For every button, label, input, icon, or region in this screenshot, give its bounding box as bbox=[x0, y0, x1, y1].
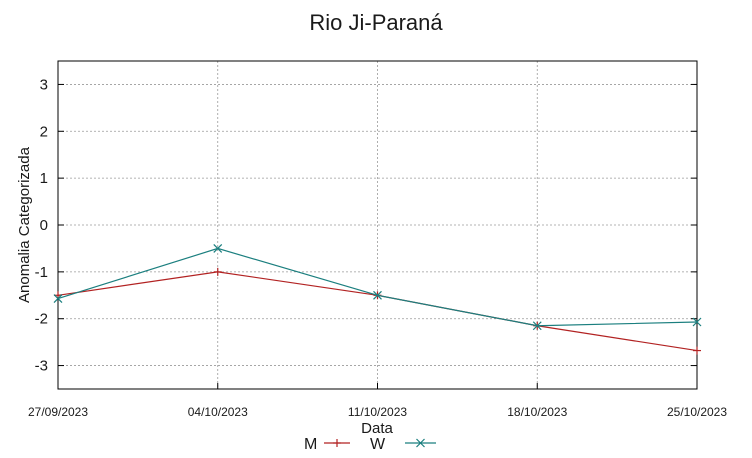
data-point-w bbox=[213, 244, 223, 253]
data-point-w bbox=[532, 321, 542, 331]
y-tick-label: -1 bbox=[35, 264, 48, 281]
x-tick-label: 27/09/2023 bbox=[28, 405, 88, 419]
chart-title: Rio Ji-Paraná bbox=[309, 10, 443, 35]
y-tick-label: -3 bbox=[35, 358, 48, 375]
y-tick-label: 1 bbox=[40, 170, 48, 187]
y-tick-label: 0 bbox=[40, 217, 48, 234]
y-tick-label: 3 bbox=[40, 76, 48, 93]
grid bbox=[58, 61, 697, 389]
legend-label-m: M bbox=[304, 436, 317, 453]
y-axis-label: Anomalia Categorizada bbox=[16, 146, 33, 303]
data-point-m bbox=[693, 346, 701, 355]
x-tick-label: 04/10/2023 bbox=[188, 405, 248, 419]
x-tick-label: 11/10/2023 bbox=[348, 405, 407, 419]
x-tick-label: 18/10/2023 bbox=[507, 405, 567, 419]
series-layer bbox=[53, 244, 702, 355]
y-tick-label: -2 bbox=[35, 311, 48, 328]
y-axis-ticks: 3 2 1 0 -1 -2 -3 bbox=[35, 76, 697, 375]
x-axis-label: Data bbox=[361, 420, 393, 437]
y-tick-label: 2 bbox=[40, 123, 48, 140]
legend-label-w: W bbox=[370, 436, 386, 453]
legend-marker-m bbox=[333, 439, 341, 447]
data-point-w bbox=[373, 290, 382, 300]
data-point-m bbox=[213, 267, 222, 276]
x-tick-label: 25/10/2023 bbox=[667, 405, 727, 419]
legend-marker-w bbox=[416, 438, 425, 448]
data-point-w bbox=[692, 317, 702, 327]
x-axis-ticks: 27/09/2023 04/10/2023 11/10/2023 18/10/2023… bbox=[28, 383, 727, 419]
data-point-w bbox=[53, 294, 63, 303]
